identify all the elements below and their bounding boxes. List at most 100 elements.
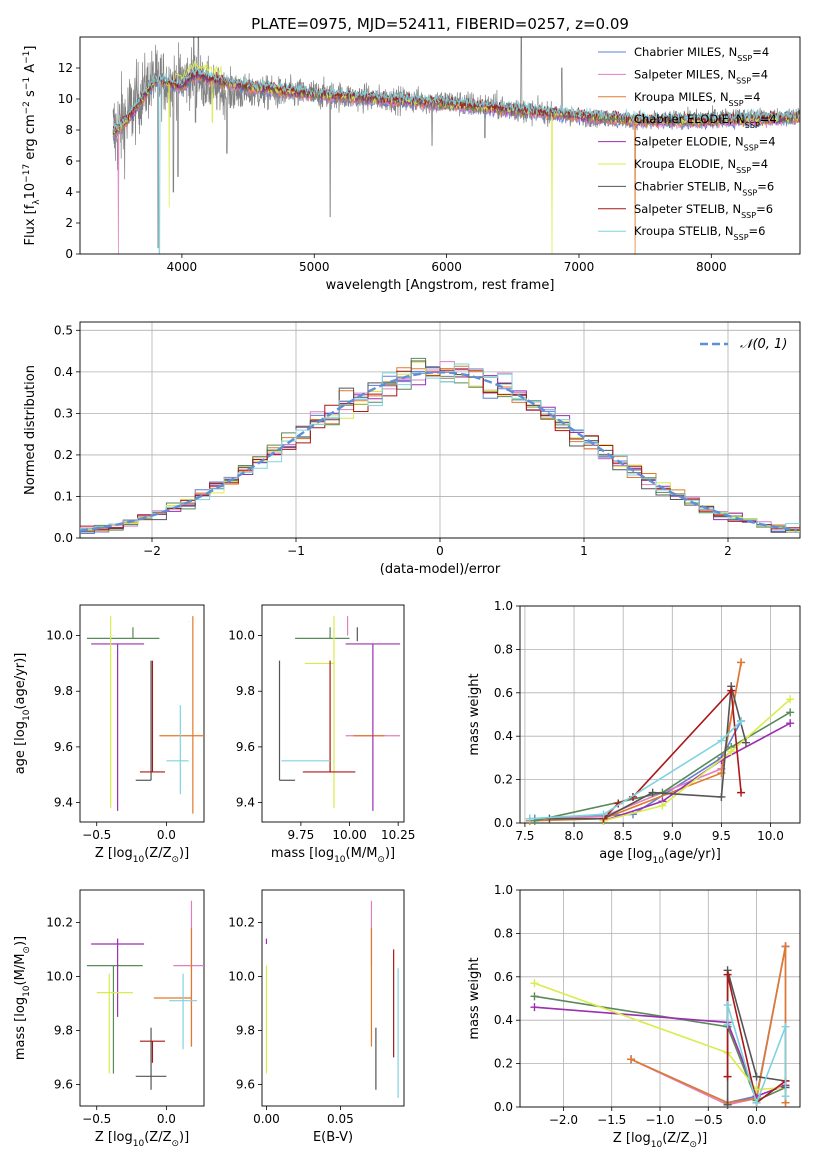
errorbar-point [91, 938, 145, 1017]
y-tick-label: 0.6 [494, 686, 513, 700]
residual-histogram [80, 363, 800, 530]
errorbar-point [345, 643, 401, 811]
x-tick-label: 0 [436, 544, 444, 558]
legend-entry: Kroupa STELIB, NSSP=6 [634, 224, 765, 242]
x-tick-label: 0.05 [327, 1112, 354, 1126]
x-tick-label: −0.5 [694, 1113, 723, 1127]
y-tick-label: 0.4 [494, 729, 513, 743]
errorbar-point [96, 973, 133, 1074]
panels: 4000 5000 6000 7000 8000024681012wavelength … [13, 36, 801, 1150]
y-tick-label: 0.0 [494, 816, 513, 830]
x-tick-label: 9.75 [288, 828, 315, 842]
x-tick-label: 0.0 [157, 1112, 176, 1126]
plus-marker [658, 801, 667, 810]
axes-frame [519, 605, 801, 824]
series-line [603, 698, 791, 822]
x-tick-label: 0.0 [157, 828, 176, 842]
y-axis-label: age [log10(age/yr)] [13, 653, 32, 775]
plus-marker [786, 695, 795, 704]
plus-marker [525, 814, 534, 823]
y-tick-label: 0.8 [494, 926, 513, 940]
errorbar-point [86, 964, 143, 1074]
y-tick-label: 0.2 [494, 773, 513, 787]
series-line [529, 720, 742, 820]
x-tick-label: −0.5 [82, 828, 111, 842]
y-tick-label: 1.0 [494, 599, 513, 613]
errorbar-point [278, 660, 296, 781]
plus-marker [752, 1072, 761, 1081]
y-tick-label: 9.4 [236, 796, 255, 810]
x-axis-label: mass [log10(M/M⊙)] [271, 846, 395, 865]
x-tick-label: −2 [143, 544, 161, 558]
mass-weight-series [525, 717, 746, 823]
mass-vs-Z-panel: −0.5 0.0 9.6 9.8 10.0 10.2 Z [log10(Z/Z⊙)] mass… [13, 889, 205, 1149]
x-axis-label: E(B-V) [313, 1130, 353, 1145]
y-tick-label: 0.4 [494, 1013, 513, 1027]
y-tick-label: 9.4 [54, 796, 73, 810]
y-tick-label: 0.4 [54, 365, 73, 379]
x-tick-label: 1 [580, 544, 588, 558]
errorbar-point [86, 627, 160, 639]
x-tick-label: 8.5 [614, 829, 633, 843]
plus-marker [741, 738, 750, 747]
axes-frame [519, 889, 801, 1108]
errorbar-point [169, 973, 198, 1050]
x-tick-label: 7000 [564, 260, 595, 274]
y-tick-label: 9.6 [54, 1077, 73, 1091]
legend-entry: Salpeter ELODIE, NSSP=4 [634, 135, 776, 153]
plus-marker [723, 1020, 732, 1029]
errorbar-point [159, 616, 204, 814]
plus-marker [530, 1003, 539, 1012]
errorbar-point [135, 660, 152, 781]
plus-marker [786, 708, 795, 717]
figure-title: PLATE=0975, MJD=52411, FIBERID=0257, z=0… [251, 15, 629, 33]
x-axis-label: (data-model)/error [380, 562, 501, 577]
series-line [534, 995, 786, 1102]
x-tick-label: 10.00 [332, 828, 366, 842]
axes-frame [261, 889, 405, 1107]
series-line [534, 1006, 786, 1098]
x-tick-label: −1 [287, 544, 305, 558]
plus-marker [781, 942, 790, 951]
plus-marker [781, 1022, 790, 1031]
spectrum-panel: 4000 5000 6000 7000 8000 0 2 4 6 8 10 12 wavelength … [22, 36, 801, 293]
spectrum-legend: Chabrier MILES, NSSP=4 Salpeter MILES, NS… [598, 45, 777, 242]
y-tick-label: 10.0 [228, 629, 255, 643]
plus-marker [627, 1055, 636, 1064]
errorbar-point [139, 1040, 165, 1063]
y-axis-label: mass weight [467, 957, 482, 1039]
y-tick-label: 9.8 [236, 1023, 255, 1037]
y-tick-label: 9.6 [236, 1077, 255, 1091]
errorbar-point [153, 927, 193, 1047]
y-tick-label: 12 [58, 61, 73, 75]
y-tick-label: 4 [65, 185, 73, 199]
plus-marker [648, 788, 657, 797]
plus-marker [727, 686, 736, 695]
x-tick-label: 4000 [167, 260, 198, 274]
axes-frame [261, 604, 405, 823]
axes-frame [79, 604, 205, 823]
y-tick-label: 9.8 [54, 684, 73, 698]
legend-entry: Chabrier STELIB, NSSP=6 [634, 179, 774, 197]
y-axis-label: Flux [fλ10−17 erg cm−2 s−1 A−1] [22, 46, 42, 246]
series-line [534, 982, 786, 1091]
y-tick-label: 9.6 [236, 740, 255, 754]
x-axis-label: Z [log10(Z/Z⊙)] [95, 846, 189, 865]
y-tick-label: 0.5 [54, 323, 73, 337]
mass-weight-series [545, 682, 750, 823]
errorbar-point [139, 660, 165, 773]
y-axis-label: mass weight [467, 673, 482, 755]
errorbar-point [304, 616, 335, 809]
y-tick-label: 10.0 [46, 969, 73, 983]
x-tick-label: 0.0 [747, 1113, 766, 1127]
plus-marker [723, 1001, 732, 1010]
plus-marker [723, 970, 732, 979]
y-tick-label: 9.8 [236, 684, 255, 698]
x-tick-label: 8.0 [564, 829, 583, 843]
y-tick-label: 10 [58, 92, 73, 106]
x-tick-label: −1.0 [645, 1113, 674, 1127]
x-tick-label: 5000 [299, 260, 330, 274]
y-tick-label: 9.6 [54, 740, 73, 754]
plus-marker [545, 814, 554, 823]
